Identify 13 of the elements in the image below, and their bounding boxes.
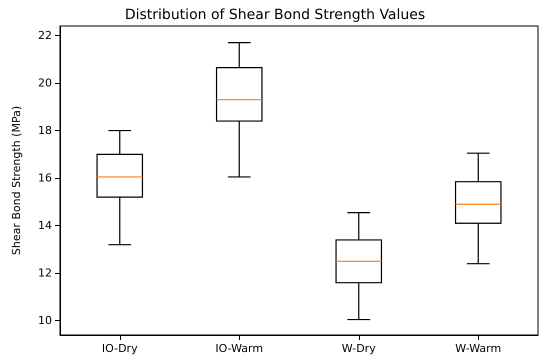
chart-title: Distribution of Shear Bond Strength Values [124,7,426,23]
y-tick-label: 12 [38,266,52,280]
x-tick-label: IO-Dry [102,342,138,355]
y-tick-label: 20 [38,76,52,90]
x-tick-label: W-Warm [455,342,502,355]
y-tick-label: 18 [38,124,52,138]
y-tick-label: 14 [38,219,52,232]
y-axis-title: Shear Bond Strength (MPa) [10,106,23,256]
x-tick-label: IO-Warm [215,342,264,355]
y-tick-label: 16 [38,172,52,185]
x-tick-label: W-Dry [342,342,376,355]
y-tick-label: 22 [38,29,52,42]
y-tick-label: 10 [38,314,52,328]
